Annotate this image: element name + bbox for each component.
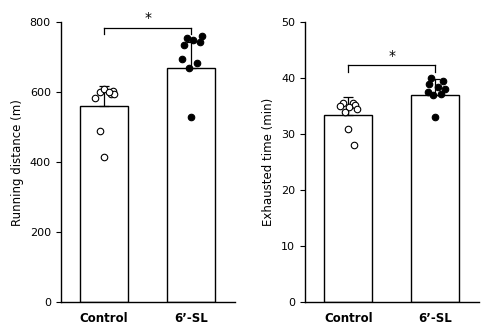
Point (431, 115, 439, 120)
Point (193, 60, 201, 65)
Point (178, 56, 186, 62)
Bar (412, 95, 459, 302)
Point (100, 86, 108, 91)
Point (96, 90, 103, 95)
Text: *: * (144, 11, 151, 25)
Point (185, 65, 193, 71)
Bar (167, 68, 215, 302)
Point (424, 90, 432, 95)
Point (189, 37, 197, 43)
Y-axis label: Exhausted time (min): Exhausted time (min) (262, 98, 275, 226)
Point (100, 154, 108, 160)
Point (96, 128, 103, 133)
Point (425, 81, 433, 87)
Point (341, 109, 349, 115)
Point (107, 91, 115, 97)
Y-axis label: Running distance (m): Running distance (m) (11, 99, 24, 226)
Point (439, 78, 447, 84)
Point (353, 107, 361, 112)
Point (197, 34, 205, 39)
Point (183, 35, 191, 41)
Point (434, 84, 442, 89)
Point (92, 95, 99, 100)
Point (441, 87, 449, 92)
Point (180, 42, 188, 48)
Point (351, 102, 359, 108)
Point (109, 88, 117, 93)
Bar (80, 106, 128, 302)
Point (344, 126, 352, 131)
Point (345, 105, 353, 110)
Point (111, 91, 119, 97)
Point (429, 92, 437, 98)
Point (350, 143, 358, 148)
Point (337, 103, 344, 109)
Point (437, 91, 444, 97)
Point (427, 76, 435, 81)
Bar (324, 115, 372, 302)
Point (349, 101, 357, 106)
Point (339, 101, 347, 106)
Point (196, 39, 204, 44)
Point (187, 114, 195, 120)
Point (105, 90, 113, 95)
Text: *: * (389, 49, 395, 63)
